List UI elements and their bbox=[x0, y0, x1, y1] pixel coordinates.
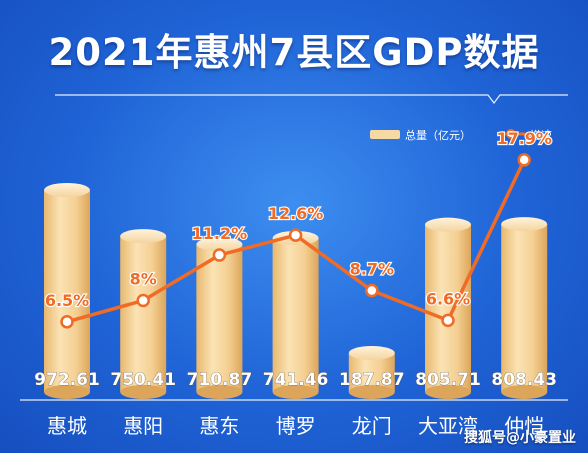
bar-7 bbox=[501, 217, 548, 399]
bars-group bbox=[20, 183, 568, 401]
growth-point bbox=[365, 283, 379, 298]
watermark: 搜狐号@小豪置业 bbox=[464, 430, 576, 446]
bar-1 bbox=[44, 183, 90, 399]
bar-value-label: 710.87 bbox=[187, 370, 253, 390]
growth-point bbox=[136, 293, 150, 308]
bar-3 bbox=[196, 237, 243, 399]
bar-6 bbox=[425, 217, 471, 399]
bar-body bbox=[272, 238, 319, 392]
bar-5 bbox=[348, 345, 395, 399]
legend-bar-swatch bbox=[370, 130, 400, 139]
bar-4 bbox=[272, 231, 319, 399]
category-label: 龙门 bbox=[352, 414, 392, 438]
bar-body bbox=[501, 224, 548, 392]
bar-base bbox=[196, 385, 243, 399]
growth-point bbox=[517, 153, 531, 167]
bar-value-label: 741.46 bbox=[263, 370, 329, 390]
growth-label: 6.5% bbox=[45, 291, 89, 310]
bar-value-label: 187.87 bbox=[339, 370, 405, 390]
legend-line-marker bbox=[506, 129, 516, 139]
category-label: 惠阳 bbox=[123, 414, 163, 438]
bar-cap bbox=[348, 345, 395, 360]
bar-value-label: 805.71 bbox=[415, 370, 481, 390]
category-label: 大亚湾 bbox=[418, 414, 478, 438]
bar-value-label: 808.43 bbox=[491, 370, 557, 390]
bar-cap bbox=[501, 217, 548, 232]
bar-base bbox=[501, 385, 548, 399]
category-label: 仲恺 bbox=[504, 414, 544, 438]
category-label: 惠东 bbox=[199, 414, 239, 438]
bar-body bbox=[425, 224, 471, 392]
bar-base bbox=[272, 385, 319, 399]
growth-line-group bbox=[60, 153, 531, 329]
growth-label: 12.6% bbox=[268, 204, 324, 223]
growth-label: 8% bbox=[130, 270, 157, 289]
bar-base bbox=[44, 385, 90, 399]
legend-bar-label: 总量（亿元） bbox=[405, 128, 471, 142]
bar-base bbox=[120, 385, 167, 399]
growth-point bbox=[288, 228, 303, 242]
bar-cap bbox=[120, 229, 167, 244]
bar-body bbox=[196, 244, 243, 392]
growth-label: 6.6% bbox=[426, 289, 470, 308]
labels-group: 972.61 750.41 710.87 741.46 187.87 805.71 808.… bbox=[34, 128, 557, 438]
bar-2 bbox=[120, 229, 167, 399]
category-label: 惠城 bbox=[47, 414, 87, 438]
legend: 总量（亿元） 增速 bbox=[370, 128, 552, 142]
bar-cap bbox=[425, 217, 471, 232]
bar-body bbox=[120, 236, 167, 392]
title-divider bbox=[55, 94, 568, 104]
growth-point bbox=[441, 313, 455, 328]
bar-value-label: 750.41 bbox=[110, 370, 176, 390]
growth-point bbox=[60, 315, 74, 329]
bar-value-label: 972.61 bbox=[34, 370, 100, 390]
bar-cap bbox=[196, 237, 243, 252]
legend-line-label: 增速 bbox=[530, 128, 552, 142]
growth-label: 17.9% bbox=[496, 129, 552, 148]
growth-label: 11.2% bbox=[192, 224, 248, 243]
growth-label: 8.7% bbox=[350, 260, 394, 279]
growth-point bbox=[212, 248, 227, 262]
bar-base bbox=[348, 385, 395, 399]
bar-cap bbox=[44, 183, 90, 197]
bar-base bbox=[425, 385, 471, 399]
chart-title: 2021年惠州7县区GDP数据 bbox=[48, 31, 540, 74]
category-label: 博罗 bbox=[276, 414, 316, 438]
bar-body bbox=[44, 190, 90, 392]
